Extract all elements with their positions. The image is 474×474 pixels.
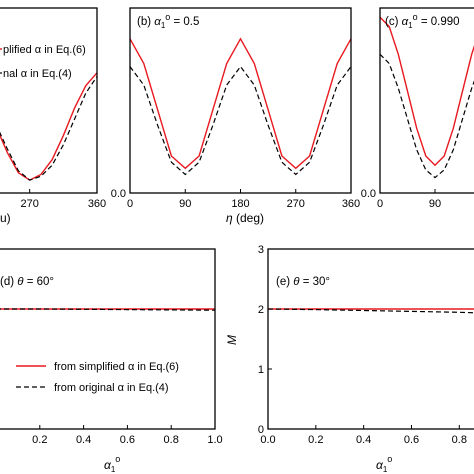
panel-b-xtick-label: 0 — [127, 198, 133, 210]
panel-c-title-prefix: (c) — [385, 16, 402, 28]
panel-d-frame — [0, 248, 216, 430]
panel-d-xlabel-sup: o — [115, 454, 120, 464]
panel-d-xlabel-alpha: α — [104, 458, 112, 472]
panel-c-title-alpha: α — [402, 16, 409, 28]
panel-e-title-theta: θ — [293, 276, 300, 288]
panel-a-legend-original: nal α in Eq.(4) — [3, 68, 72, 80]
panel-c-series-original — [379, 53, 474, 179]
panel-d-ticks: 0.2 0.4 0.6 0.8 1.0 — [32, 425, 223, 446]
panel-b: 0 90 180 270 360 0.0 (b) α1o = 0.5 η (deg) — [111, 7, 360, 225]
panel-b-xtick-label: 180 — [231, 198, 249, 210]
panel-d-xlabel-sub: 1 — [111, 465, 116, 474]
panel-e-xtick-label: 0.8 — [452, 434, 467, 446]
panel-c-title: (c) α1o = 0.990 — [385, 12, 460, 30]
panel-a-plot — [0, 72, 98, 181]
panel-b-xlabel: η (deg) — [226, 211, 264, 225]
panel-e-ylabel: M — [225, 335, 239, 345]
panel-b-title-value: = 0.5 — [170, 16, 199, 28]
panel-a-series-simplified — [0, 72, 98, 181]
panel-d-title-theta: θ — [17, 276, 24, 288]
panel-c-series-simplified — [379, 16, 474, 167]
panel-b-title-sub: 1 — [161, 21, 166, 30]
panel-d-legend: from simplified α in Eq.(6) from origina… — [16, 361, 179, 394]
panel-e-xlabel-sup: o — [387, 454, 392, 464]
panel-b-series-original — [129, 65, 352, 176]
panel-a-legend-simplified: plified α in Eq.(6) — [3, 44, 86, 56]
panel-d-xtick-label: 0.2 — [32, 434, 47, 446]
panel-a: 270 360 plified α in Eq.(6) nal α in Eq.(… — [0, 7, 106, 225]
panel-d: 0.2 0.4 0.6 0.8 1.0 (d) θ = 60° from simplif… — [0, 248, 223, 474]
panel-e-ticks: 0.0 0.2 0.4 0.6 0.8 0 1 2 3 — [258, 244, 467, 446]
panel-c-xtick-label: 90 — [429, 198, 441, 210]
panel-b-xtick-label: 270 — [287, 198, 305, 210]
panel-b-ytick-label: 0.0 — [111, 188, 126, 200]
panel-c-ytick-label: 0.0 — [361, 188, 376, 200]
panel-e-plot — [267, 308, 474, 314]
panel-e-frame — [267, 248, 474, 430]
panel-d-legend-original: from original α in Eq.(4) — [54, 382, 169, 394]
panel-e-xtick-label: 0.2 — [308, 434, 323, 446]
panel-a-xlabel: u) — [0, 211, 11, 225]
panel-e-xtick-label: 0.6 — [404, 434, 419, 446]
panel-c-title-sup: o — [413, 12, 418, 22]
panel-c-xtick-label: 0 — [377, 198, 383, 210]
panel-e-series-original — [267, 308, 474, 314]
panel-d-xtick-label: 0.6 — [120, 434, 135, 446]
panel-b-title-sup: o — [165, 12, 170, 22]
panel-b-title-alpha: α — [154, 16, 161, 28]
panel-b-xlabel-eta: η — [226, 211, 233, 225]
panel-d-xlabel: α1o — [104, 454, 120, 474]
panel-a-ticks: 270 360 — [20, 189, 106, 210]
panel-d-xtick-label: 0.8 — [164, 434, 179, 446]
panel-d-xtick-label: 0.4 — [76, 434, 91, 446]
panel-a-xtick-label: 270 — [20, 198, 38, 210]
panel-e-title-value: = 30° — [300, 276, 331, 288]
panel-c-ticks: 0 90 0.0 — [361, 188, 441, 210]
panel-e-ytick-label: 1 — [258, 364, 264, 376]
panel-d-plot — [0, 308, 216, 311]
panel-b-xtick-label: 360 — [342, 198, 360, 210]
panel-c-title-value: = 0.990 — [418, 16, 460, 28]
panel-a-frame — [0, 7, 98, 194]
panel-a-xtick-label: 360 — [88, 198, 106, 210]
panel-d-title-prefix: (d) — [0, 276, 17, 288]
panel-b-frame — [129, 7, 352, 194]
panel-e-xlabel-sub: 1 — [383, 465, 388, 474]
panel-b-xlabel-unit: (deg) — [233, 211, 264, 225]
panel-d-xtick-label: 1.0 — [207, 434, 222, 446]
panel-c-plot — [379, 16, 474, 179]
panel-d-series-original — [0, 308, 216, 311]
panel-e-xtick-label: 0.0 — [260, 434, 275, 446]
panel-e-ytick-label: 2 — [258, 304, 264, 316]
panel-a-legend: plified α in Eq.(6) nal α in Eq.(4) — [0, 44, 86, 80]
panel-b-title-prefix: (b) — [137, 16, 154, 28]
panel-e-title: (e) θ = 30° — [276, 276, 330, 288]
panel-c-title-sub: 1 — [408, 21, 413, 30]
panel-d-legend-simplified: from simplified α in Eq.(6) — [54, 361, 179, 373]
panel-e-xlabel-alpha: α — [376, 458, 384, 472]
panel-e-ytick-label: 3 — [258, 244, 264, 256]
panel-b-series-simplified — [129, 37, 352, 170]
panel-e-ytick-label: 0 — [258, 424, 264, 436]
panel-b-ticks: 0 90 180 270 360 0.0 — [111, 188, 360, 210]
panel-b-xtick-label: 90 — [179, 198, 191, 210]
panel-d-title-value: = 60° — [24, 276, 55, 288]
panel-b-title: (b) α1o = 0.5 — [137, 12, 199, 30]
panel-b-plot — [129, 37, 352, 176]
panel-e-title-prefix: (e) — [276, 276, 293, 288]
panel-d-title: (d) θ = 60° — [0, 276, 54, 288]
panel-c: 0 90 0.0 (c) α1o = 0.990 — [361, 7, 474, 210]
panel-e-xtick-label: 0.4 — [356, 434, 371, 446]
panel-e-xlabel: α1o — [376, 454, 392, 474]
